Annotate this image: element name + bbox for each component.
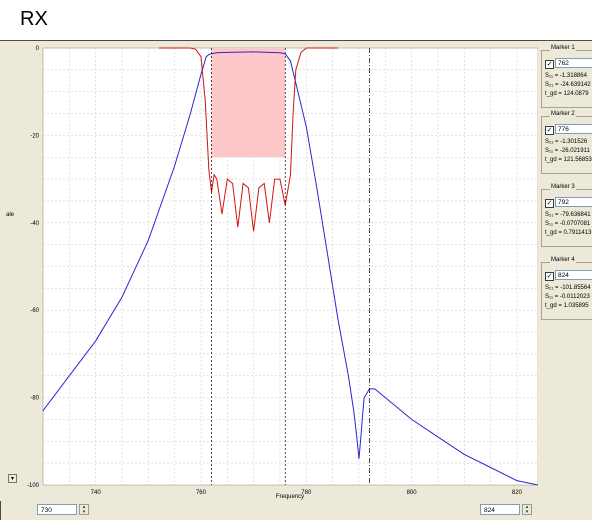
marker-panel: Marker 1 ✓ 762 S₁₁ = -1.318864 S₂₁ = -24.639…	[538, 41, 592, 501]
passband-region	[211, 48, 286, 158]
frame-divider	[0, 40, 592, 41]
marker-title: Marker 4	[550, 257, 576, 263]
chart-area: 740 760 780 800 820 0 -20 -40 -60 -80 -100 Frequen…	[0, 41, 539, 501]
x-tick-label: 760	[196, 490, 207, 496]
marker-title: Marker 2	[550, 111, 576, 117]
marker-group: Marker 4 ✓ 824 S₂₁ = -101.85564 S₁₁ = -0.011…	[541, 257, 592, 320]
marker-value-line: S₂₁ = -24.639142	[545, 82, 591, 88]
x-axis-label: Frequency	[276, 494, 304, 500]
passband-fill	[211, 48, 286, 158]
y-tick-label: -20	[30, 133, 39, 139]
scroll-arrow-icon[interactable]: ▾	[8, 474, 17, 483]
grid	[43, 47, 538, 486]
stop-frequency-input[interactable]: 824	[480, 504, 520, 515]
y-tick-label: 0	[36, 46, 40, 52]
marker-value-line: S₂₁ = -79.636841	[545, 212, 591, 218]
checkmark-icon[interactable]: ✓	[545, 60, 554, 69]
title-bar: RX	[0, 0, 592, 40]
y-tick-label: -60	[30, 308, 39, 314]
marker-group: Marker 1 ✓ 762 S₁₁ = -1.318864 S₂₁ = -24.639…	[541, 45, 592, 108]
checkmark-icon[interactable]: ✓	[545, 199, 554, 208]
x-tick-label: 740	[91, 490, 102, 496]
marker-frequency-input[interactable]: 792	[555, 197, 592, 207]
marker-value-line: t_gd = 1.035895	[545, 303, 589, 309]
marker-group: Marker 2 ✓ 776 S₂₁ = -1.301526 S₁₁ = -26.021…	[541, 111, 592, 174]
marker-value-line: S₂₁ = -1.301526	[545, 139, 588, 145]
marker-frequency-input[interactable]: 824	[555, 270, 592, 280]
y-tick-label: -100	[27, 483, 40, 489]
marker-value-line: t_gd = 121.56853	[545, 157, 592, 163]
marker-lines	[211, 48, 370, 485]
s21-line	[42, 51, 539, 486]
x-tick-label: 800	[407, 490, 418, 496]
marker-value-line: S₁₁ = -0.0112023	[545, 294, 590, 300]
marker-value-line: t_gd = 124.0879	[545, 91, 589, 97]
marker-value-line: S₂₁ = -101.85564	[545, 285, 591, 291]
x-tick-label: 820	[512, 490, 523, 496]
y-axis-label: ale	[6, 212, 15, 218]
marker-frequency-input[interactable]: 776	[555, 124, 592, 134]
marker-title: Marker 1	[550, 45, 576, 51]
marker-group: Marker 3 ✓ 792 S₂₁ = -79.636841 S₁₁ = -0.070…	[541, 184, 592, 247]
marker-value-line: t_gd = 0.7911413	[545, 230, 592, 236]
window-title: RX	[20, 8, 48, 30]
spin-arrows-icon[interactable]: ▴ ▾	[522, 504, 532, 515]
marker-title: Marker 3	[550, 184, 576, 190]
spin-arrows-icon[interactable]: ▴ ▾	[79, 504, 89, 515]
checkmark-icon[interactable]: ✓	[545, 126, 554, 135]
s11-line	[158, 47, 338, 232]
checkmark-icon[interactable]: ✓	[545, 272, 554, 281]
x-tick-label: 780	[301, 490, 312, 496]
marker-frequency-input[interactable]: 762	[555, 58, 592, 68]
start-frequency-input[interactable]: 730	[37, 504, 77, 515]
bottom-controls: 730 ▴ ▾ 824 ▴ ▾	[0, 501, 592, 520]
marker-value-line: S₁₁ = -26.021911	[545, 148, 590, 154]
y-tick-label: -80	[30, 396, 39, 402]
marker-value-line: S₁₁ = -0.0707081	[545, 221, 591, 227]
series-layer	[42, 47, 539, 486]
y-tick-label: -40	[30, 221, 39, 227]
sparameter-chart[interactable]: 740 760 780 800 820 0 -20 -40 -60 -80 -100 Frequen…	[0, 41, 539, 501]
marker-value-line: S₁₁ = -1.318864	[545, 73, 587, 79]
tick-labels: 740 760 780 800 820 0 -20 -40 -60 -80 -100	[27, 46, 523, 496]
